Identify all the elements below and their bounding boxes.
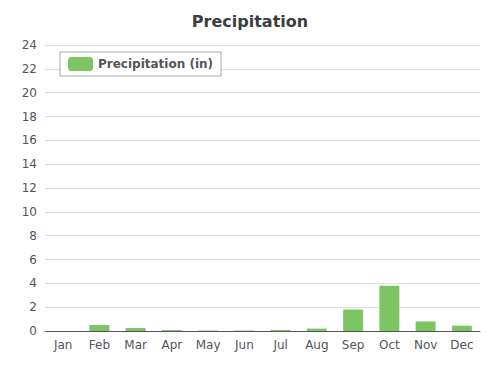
svg-text:2: 2 <box>29 300 37 314</box>
svg-text:Dec: Dec <box>450 338 473 352</box>
svg-text:Aug: Aug <box>305 338 328 352</box>
svg-text:Jul: Jul <box>272 338 287 352</box>
svg-text:Sep: Sep <box>342 338 365 352</box>
svg-text:Jun: Jun <box>234 338 254 352</box>
svg-text:10: 10 <box>22 205 37 219</box>
svg-text:Precipitation (in): Precipitation (in) <box>98 57 213 71</box>
svg-text:Apr: Apr <box>161 338 182 352</box>
svg-text:6: 6 <box>29 253 37 267</box>
svg-text:18: 18 <box>22 110 37 124</box>
svg-text:May: May <box>196 338 221 352</box>
svg-text:12: 12 <box>22 181 37 195</box>
svg-text:Jan: Jan <box>53 338 73 352</box>
svg-text:24: 24 <box>22 38 37 52</box>
svg-text:Feb: Feb <box>89 338 110 352</box>
svg-text:Oct: Oct <box>379 338 400 352</box>
svg-text:Precipitation: Precipitation <box>192 12 308 31</box>
svg-text:4: 4 <box>29 276 37 290</box>
svg-text:14: 14 <box>22 157 37 171</box>
svg-text:Mar: Mar <box>124 338 147 352</box>
svg-text:22: 22 <box>22 62 37 76</box>
svg-text:20: 20 <box>22 86 37 100</box>
svg-text:16: 16 <box>22 133 37 147</box>
svg-text:8: 8 <box>29 229 37 243</box>
svg-text:Nov: Nov <box>414 338 437 352</box>
svg-text:0: 0 <box>29 324 37 338</box>
